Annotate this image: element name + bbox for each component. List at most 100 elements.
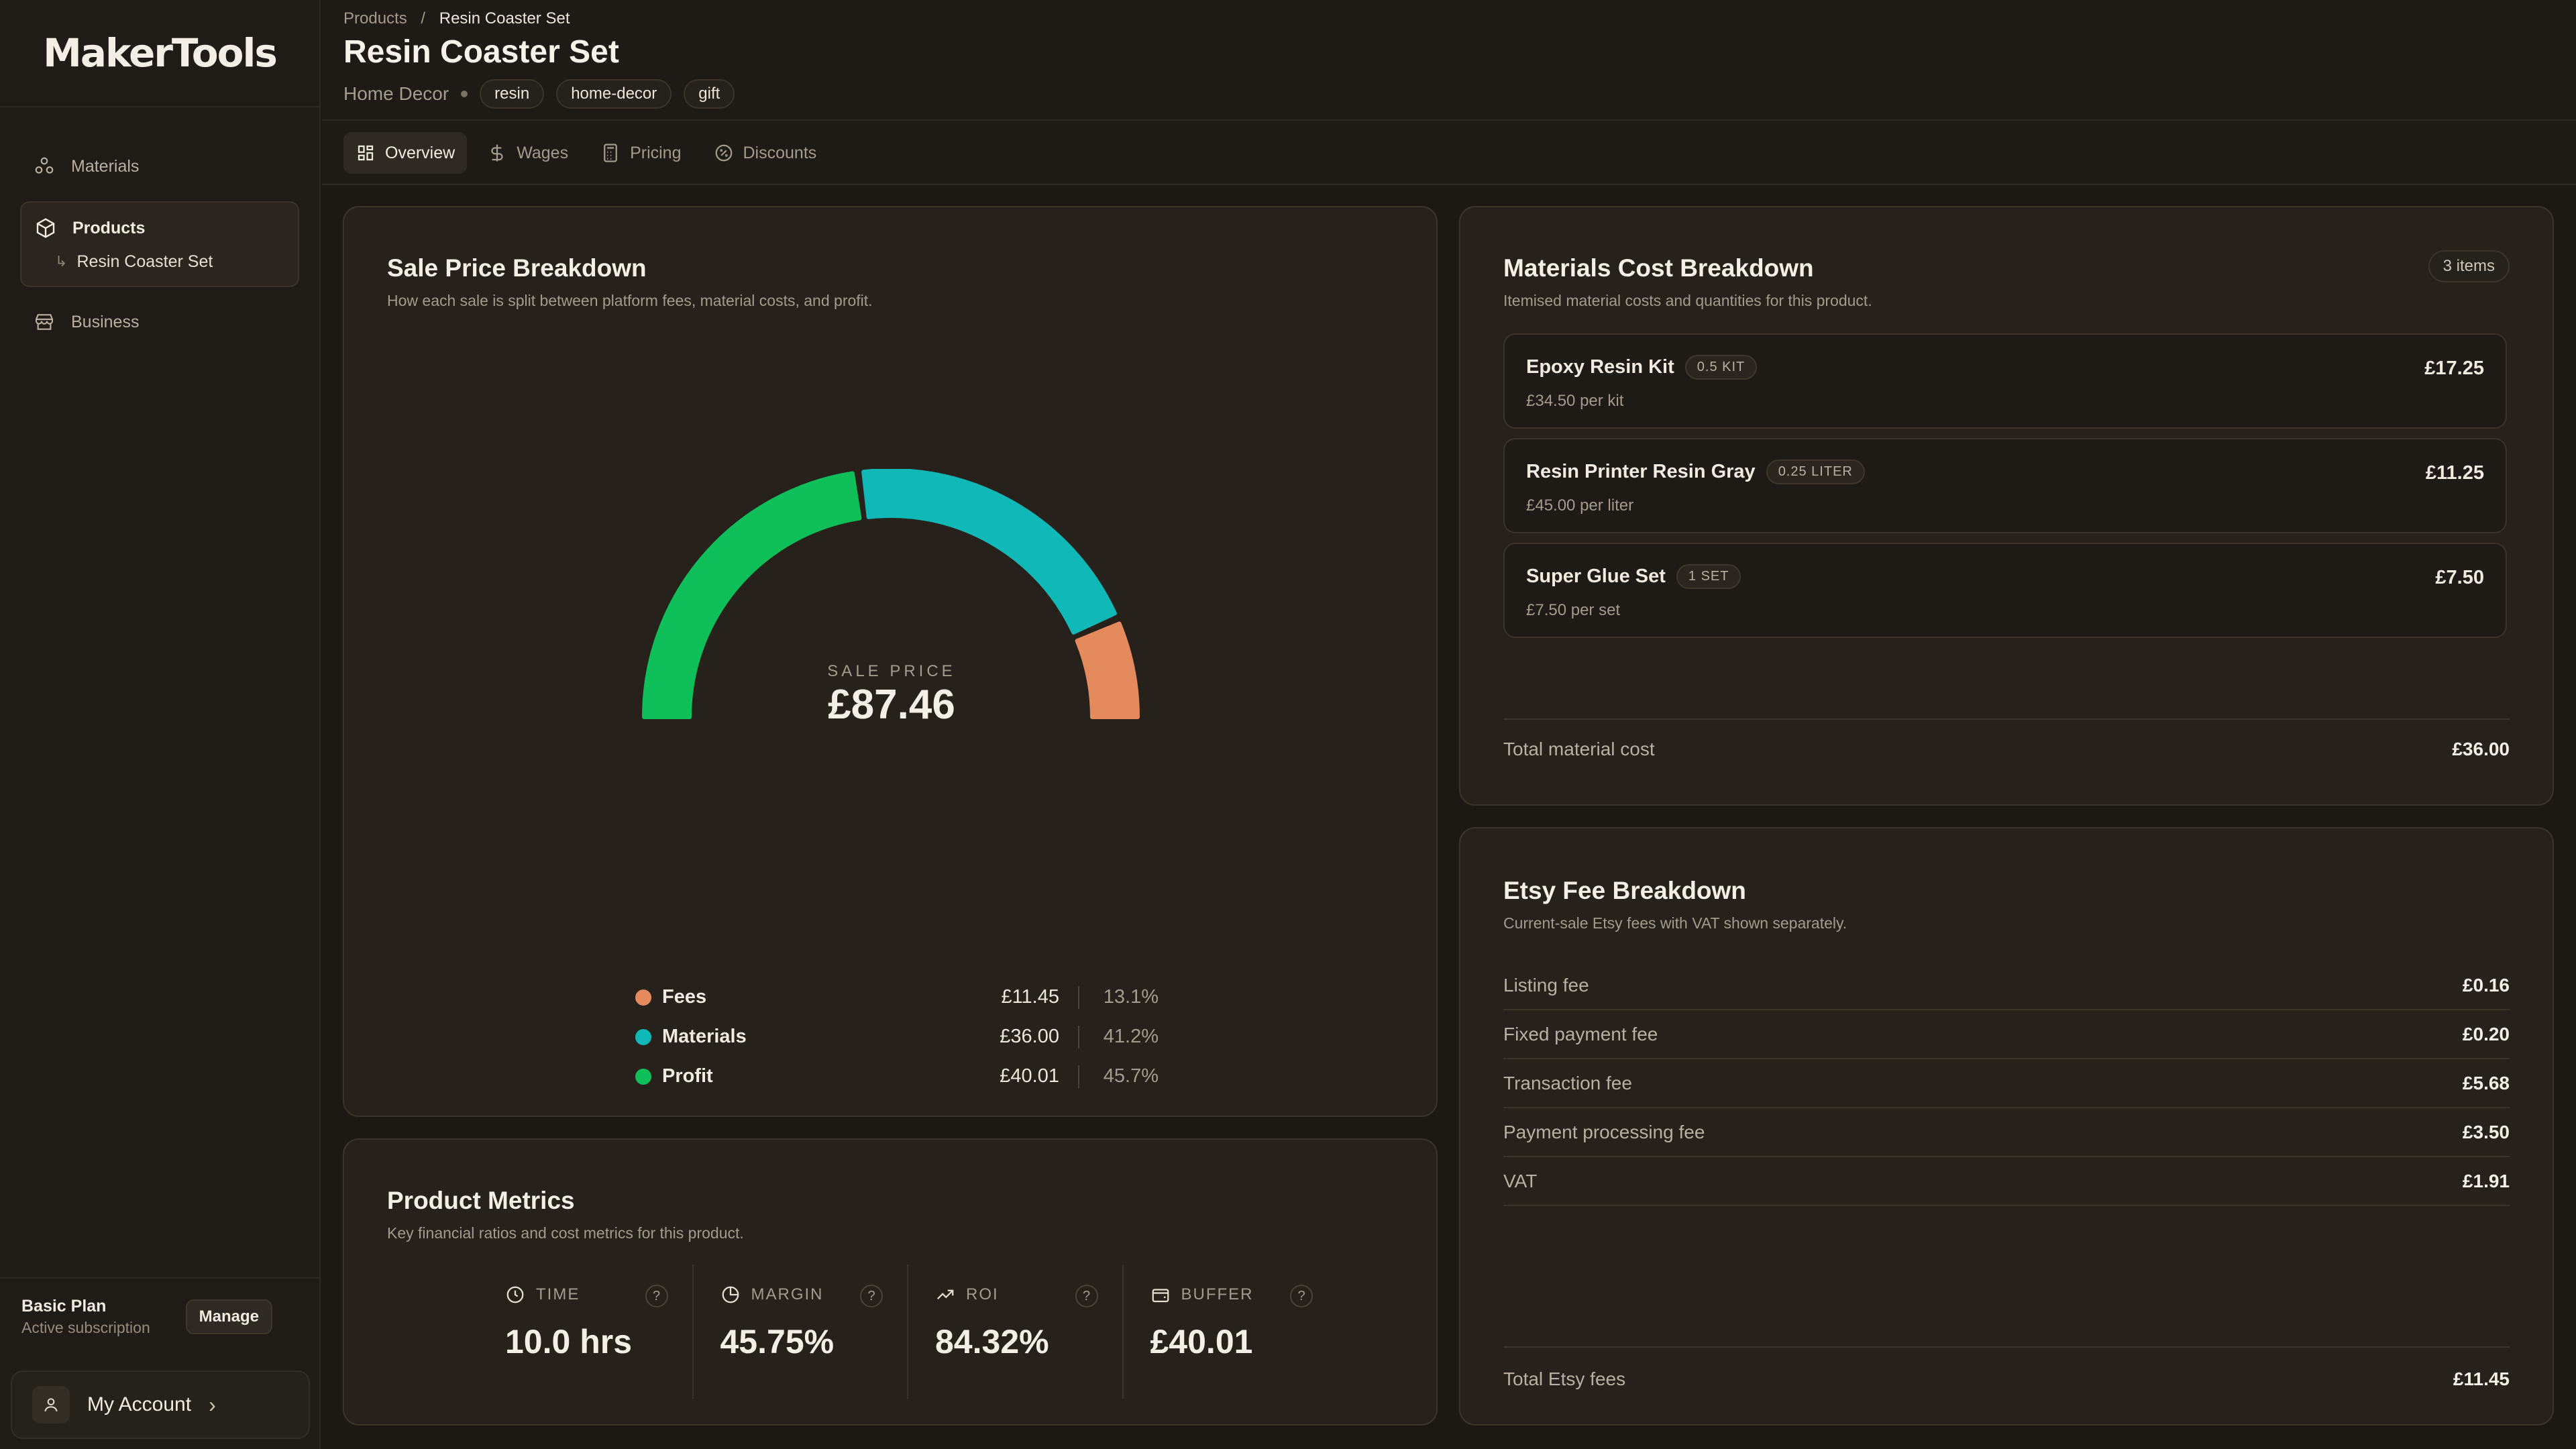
fee-label: Payment processing fee [1503, 1121, 1705, 1142]
etsy-fee-breakdown-card: Etsy Fee Breakdown Current-sale Etsy fee… [1459, 827, 2554, 1426]
gauge-segment-fees[interactable] [1075, 621, 1140, 719]
fee-label: Fixed payment fee [1503, 1023, 1658, 1044]
tab-label: Wages [517, 143, 569, 162]
fee-row-listing: Listing fee £0.16 [1503, 961, 2510, 1010]
sidebar-item-products[interactable]: Products [21, 209, 298, 247]
metric-time: TIME ? 10.0 hrs [478, 1265, 694, 1399]
list-item[interactable]: Resin Printer Resin Gray 0.25 LITER £45.… [1503, 438, 2507, 533]
legend-name: Profit [662, 1065, 713, 1087]
sidebar-item-materials[interactable]: Materials [20, 140, 299, 193]
material-cost: £7.50 [2435, 567, 2484, 588]
pie-icon [722, 1286, 739, 1303]
material-cost: £17.25 [2424, 358, 2484, 379]
gauge-segment-profit[interactable] [642, 471, 862, 719]
material-name: Resin Printer Resin Gray [1526, 461, 1756, 482]
sidebar-group-products: Products ↳ Resin Coaster Set [20, 201, 299, 287]
fee-list: Listing fee £0.16 Fixed payment fee £0.2… [1503, 961, 2510, 1206]
materials-cost-breakdown-card: Materials Cost Breakdown Itemised materi… [1459, 206, 2554, 806]
sidebar-item-business[interactable]: Business [20, 295, 299, 349]
user-icon [32, 1386, 70, 1424]
card-subtitle: How each sale is split between platform … [387, 292, 873, 309]
manage-button[interactable]: Manage [185, 1299, 272, 1334]
card-subtitle: Key financial ratios and cost metrics fo… [387, 1224, 744, 1242]
breadcrumb-products[interactable]: Products [343, 9, 407, 28]
fee-row-fixed-payment: Fixed payment fee £0.20 [1503, 1010, 2510, 1059]
sidebar-subitem-resin-coaster-set[interactable]: ↳ Resin Coaster Set [21, 247, 298, 276]
material-name: Epoxy Resin Kit [1526, 356, 1674, 378]
card-title: Product Metrics [387, 1187, 575, 1214]
logo-area: MakerTools [0, 0, 319, 107]
total-material-cost-row: Total material cost £36.00 [1503, 718, 2510, 779]
metric-margin: MARGIN ? 45.75% [694, 1265, 908, 1399]
metrics-row: TIME ? 10.0 hrs MARGIN ? 45.75% ROI ? 84… [478, 1265, 1337, 1399]
fee-value: £3.50 [2462, 1121, 2510, 1142]
category-label: Home Decor [343, 83, 449, 104]
metric-label: BUFFER [1181, 1285, 1254, 1303]
fee-row-transaction: Transaction fee £5.68 [1503, 1059, 2510, 1108]
page-title: Resin Coaster Set [343, 34, 619, 70]
legend-value: £11.45 [1001, 986, 1059, 1008]
metric-buffer: BUFFER ? £40.01 [1124, 1265, 1338, 1399]
card-subtitle: Itemised material costs and quantities f… [1503, 292, 1872, 309]
fee-value: £5.68 [2462, 1072, 2510, 1093]
product-metrics-card: Product Metrics Key financial ratios and… [343, 1138, 1438, 1426]
card-subtitle: Current-sale Etsy fees with VAT shown se… [1503, 914, 1847, 932]
tab-overview[interactable]: Overview [343, 132, 468, 174]
total-value: £11.45 [2453, 1368, 2510, 1389]
dollar-icon [491, 144, 503, 162]
tag-home-decor[interactable]: home-decor [556, 79, 672, 109]
total-label: Total material cost [1503, 739, 1655, 759]
total-etsy-fees-row: Total Etsy fees £11.45 [1503, 1346, 2510, 1411]
sale-price-gauge [642, 469, 1140, 719]
tab-pricing[interactable]: Pricing [588, 132, 693, 174]
legend-item-materials: Materials £36.00 41.2% [635, 1017, 1159, 1057]
material-name: Super Glue Set [1526, 566, 1666, 587]
fee-row-vat: VAT £1.91 [1503, 1157, 2510, 1206]
list-item[interactable]: Epoxy Resin Kit 0.5 KIT £34.50 per kit £… [1503, 333, 2507, 429]
tab-wages[interactable]: Wages [475, 132, 580, 174]
materials-list: Epoxy Resin Kit 0.5 KIT £34.50 per kit £… [1503, 333, 2507, 647]
fee-value: £0.16 [2462, 974, 2510, 996]
total-value: £36.00 [2452, 739, 2510, 759]
legend-name: Materials [662, 1026, 747, 1047]
breadcrumb-current: Resin Coaster Set [439, 9, 570, 28]
help-icon[interactable]: ? [645, 1285, 668, 1307]
tab-discounts[interactable]: Discounts [702, 132, 829, 174]
sub-arrow-icon: ↳ [55, 253, 68, 270]
material-cost: £11.25 [2425, 462, 2484, 484]
legend-percent: 45.7% [1103, 1065, 1159, 1087]
legend-dot-materials [635, 1028, 651, 1045]
legend-value: £40.01 [1000, 1065, 1059, 1087]
tab-label: Overview [385, 143, 455, 162]
legend-dot-profit [635, 1068, 651, 1085]
material-unit-price: £45.00 per liter [1526, 496, 1634, 515]
fee-label: Transaction fee [1503, 1072, 1632, 1093]
clock-icon [506, 1286, 524, 1303]
quantity-badge: 1 SET [1676, 564, 1741, 589]
app-logo[interactable]: MakerTools [43, 30, 278, 76]
tab-label: Discounts [743, 143, 817, 162]
trending-up-icon [936, 1289, 954, 1300]
gauge-segment-materials[interactable] [861, 469, 1117, 635]
help-icon[interactable]: ? [1075, 1285, 1098, 1307]
material-unit-price: £34.50 per kit [1526, 392, 1624, 410]
help-icon[interactable]: ? [860, 1285, 883, 1307]
tag-resin[interactable]: resin [480, 79, 545, 109]
help-icon[interactable]: ? [1290, 1285, 1313, 1307]
badge-percent-icon [715, 144, 732, 162]
tag-gift[interactable]: gift [684, 79, 735, 109]
breadcrumb: Products / Resin Coaster Set [343, 9, 570, 28]
material-unit-price: £7.50 per set [1526, 601, 1621, 619]
tab-bar: Overview Wages Pricing Discounts [322, 122, 2576, 185]
fee-row-payment-processing: Payment processing fee £3.50 [1503, 1108, 2510, 1157]
card-title: Materials Cost Breakdown [1503, 254, 1814, 282]
list-item[interactable]: Super Glue Set 1 SET £7.50 per set £7.50 [1503, 543, 2507, 638]
metric-value: 10.0 hrs [505, 1323, 633, 1360]
separator-dot [461, 91, 468, 97]
chevron-right-icon: › [209, 1392, 216, 1417]
materials-icon [35, 157, 54, 174]
metric-label: TIME [536, 1285, 580, 1303]
legend-percent: 41.2% [1103, 1026, 1159, 1047]
card-title: Sale Price Breakdown [387, 254, 647, 282]
my-account-button[interactable]: My Account › [11, 1371, 310, 1439]
